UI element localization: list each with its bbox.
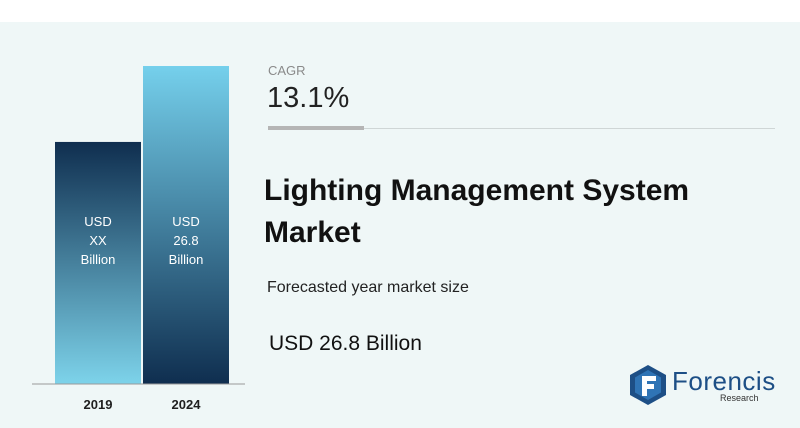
logo-subtitle: Research: [720, 393, 759, 403]
cagr-label: CAGR: [268, 63, 306, 78]
bar-data-label-line: USD: [172, 214, 200, 229]
bar-chart: [32, 66, 245, 385]
chart-title: Lighting Management System Market: [264, 174, 690, 249]
bar-2019: [55, 141, 141, 384]
bar-data-label-2024: USD 26.8 Billion: [143, 212, 229, 269]
cagr-value: 13.1%: [267, 82, 350, 114]
x-tick-label-2024: 2024: [171, 397, 201, 412]
bar-data-label-line: 26.8: [173, 233, 199, 248]
cagr-divider-accent: [268, 126, 364, 130]
x-tick-label-2019: 2019: [83, 397, 113, 412]
bar-data-label-line: Billion: [80, 252, 116, 267]
logo-name: Forencis: [672, 366, 776, 396]
bar-2024: [143, 66, 229, 384]
bar-data-label-line: USD: [84, 214, 112, 229]
forencis-logo-icon: [630, 365, 666, 405]
bar-data-label-line: Billion: [168, 252, 204, 267]
bar-data-label-2019: USD XX Billion: [55, 212, 141, 269]
bar-data-label-line: XX: [89, 233, 107, 248]
subtitle: Forecasted year market size: [267, 279, 469, 296]
cagr-divider-line: [364, 128, 775, 129]
market-size-value: USD 26.8 Billion: [269, 332, 422, 355]
forencis-logo: Forencis Research: [628, 364, 775, 406]
